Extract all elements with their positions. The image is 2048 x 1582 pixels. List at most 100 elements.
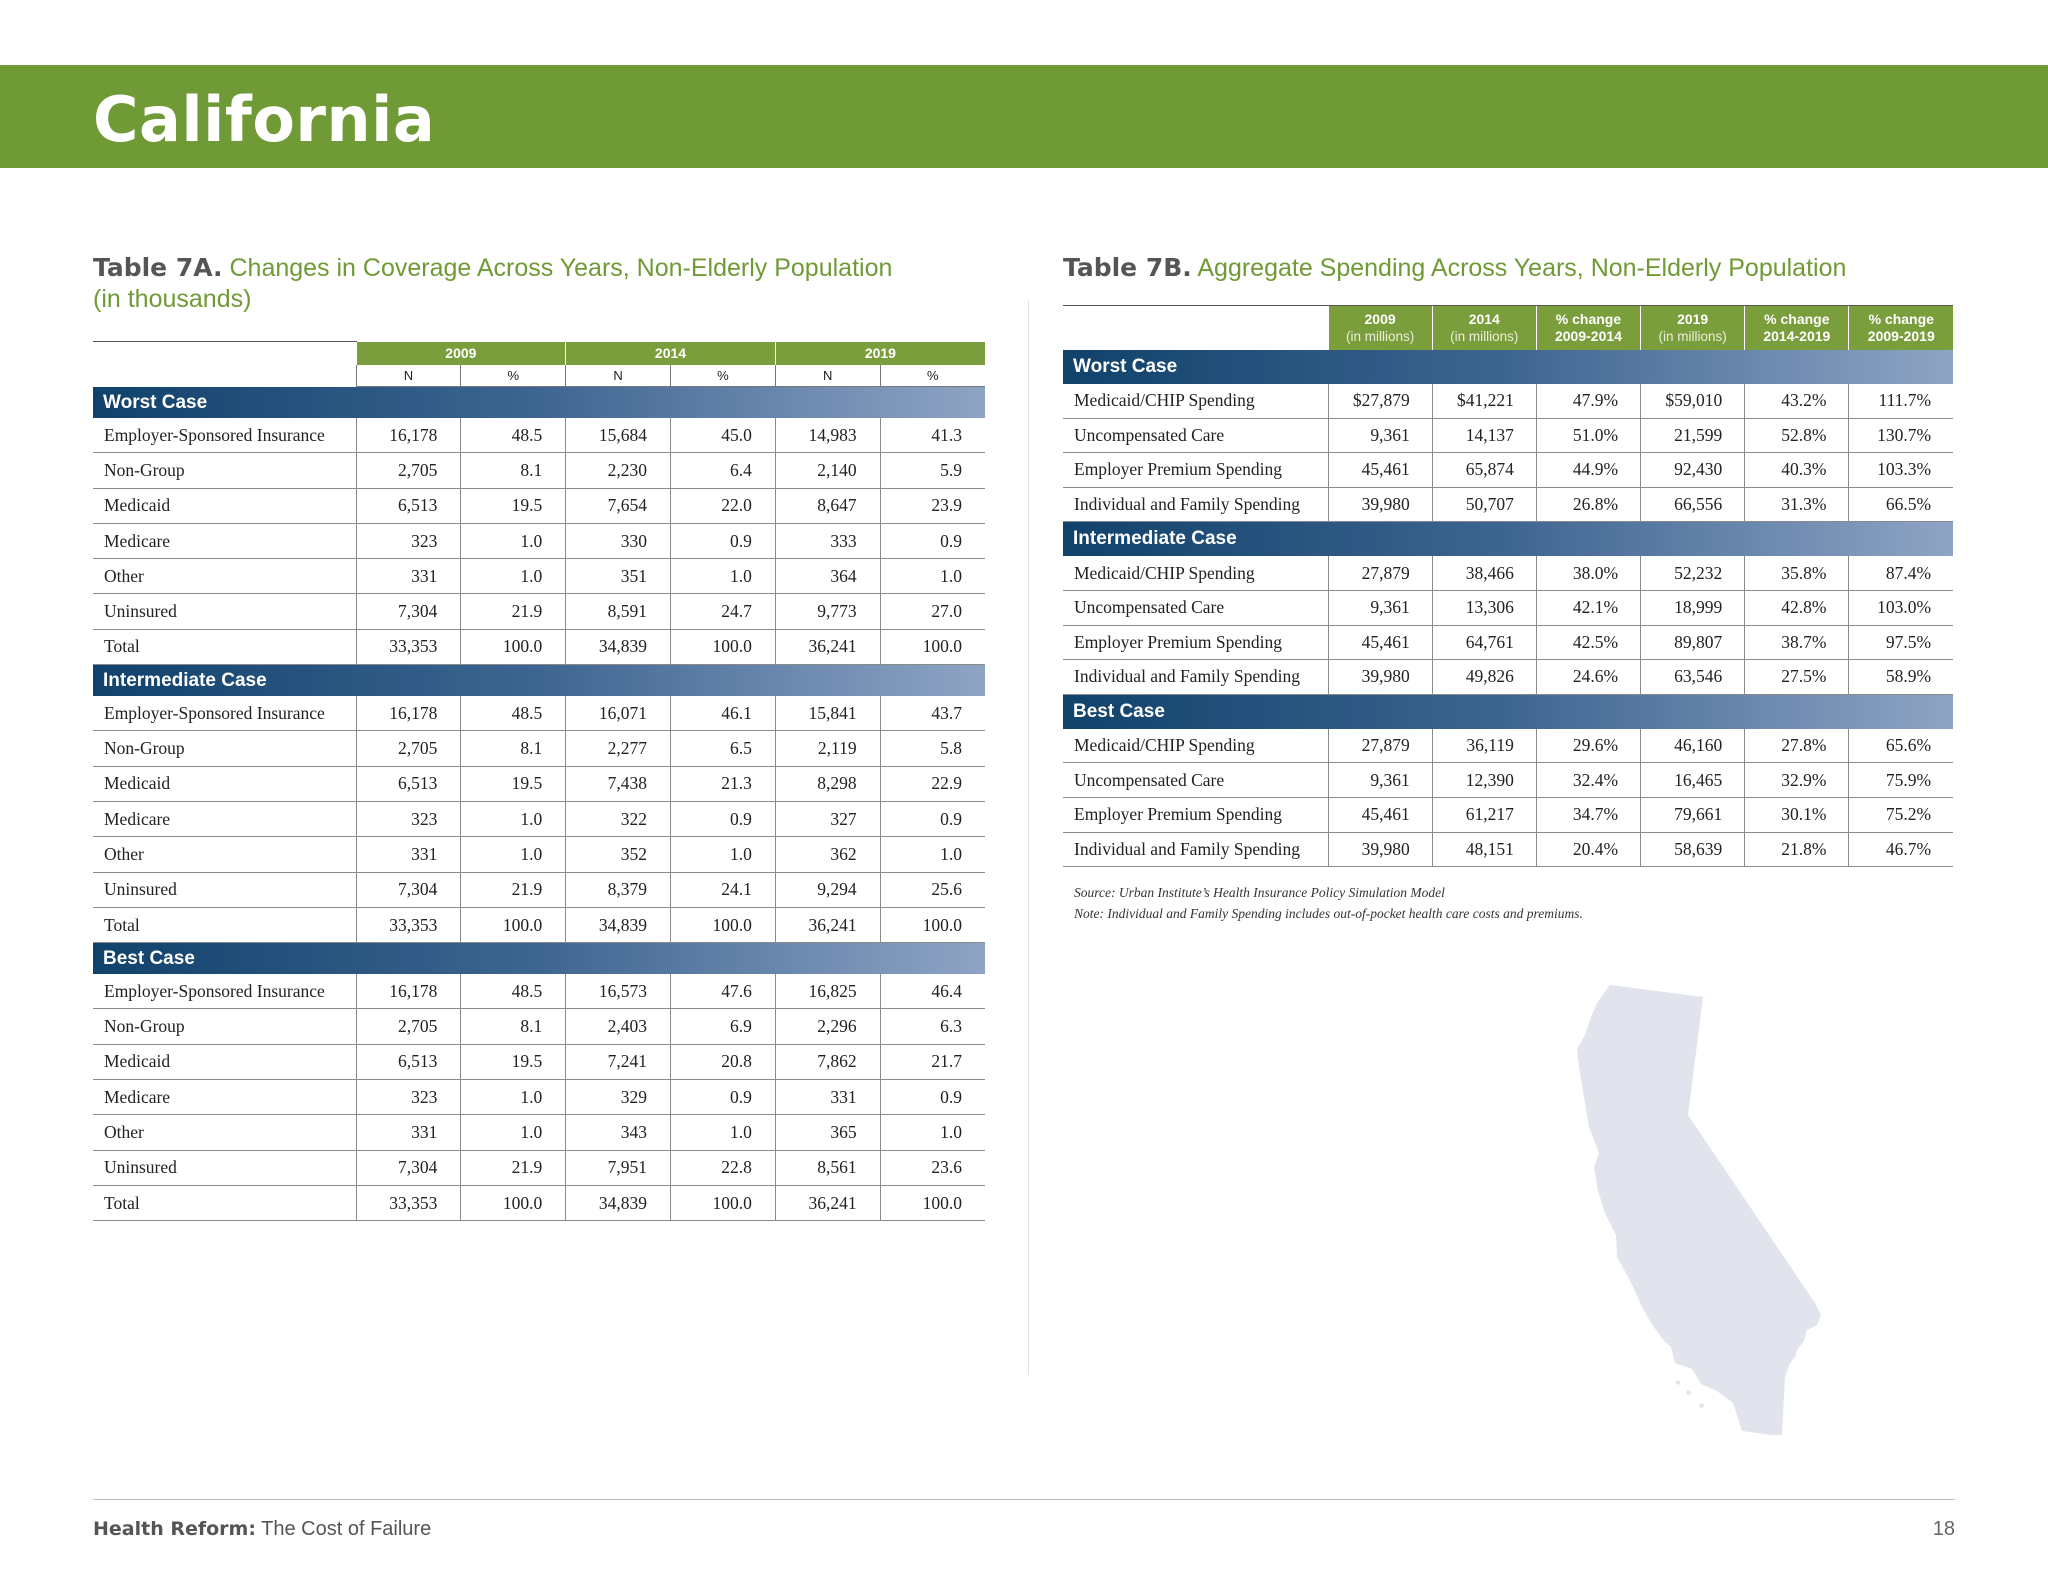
table-cell: 21.3	[670, 766, 776, 802]
table-cell: 92,430	[1640, 452, 1745, 488]
table-cell: 42.5%	[1535, 625, 1641, 661]
table-cell: 97.5%	[1848, 625, 1954, 661]
table-cell: 52,232	[1640, 556, 1745, 591]
table-cell: 38.0%	[1535, 556, 1641, 591]
table-cell: 79,661	[1640, 797, 1745, 833]
table-cell: 8,591	[565, 593, 671, 630]
table-row: Individual and Family Spending 39,980 50,7…	[1063, 487, 1954, 523]
table-7b-title: Table 7B. Aggregate Spending Across Year…	[1063, 252, 1963, 284]
table-cell: 46.1	[670, 696, 776, 732]
footer-publication: Health Reform: The Cost of Failure	[93, 1518, 431, 1541]
table-cell: 48,151	[1431, 832, 1537, 868]
table-cell: 0.9	[670, 523, 776, 560]
row-label: Other	[93, 558, 357, 595]
table-row: Non-Group 2,705 8.1 2,403 6.9 2,296 6.3	[93, 1008, 985, 1045]
table-cell: 22.9	[879, 766, 985, 802]
table-cell: 52.8%	[1744, 418, 1849, 454]
table-row: Other 331 1.0 352 1.0 362 1.0	[93, 836, 985, 873]
row-label: Employer-Sponsored Insurance	[93, 974, 357, 1010]
table-cell: 1.0	[879, 836, 985, 873]
table-cell: 16,178	[355, 418, 461, 454]
table-row: Total 33,353 100.0 34,839 100.0 36,241 100.0	[93, 1185, 985, 1222]
table-cell: 63,546	[1640, 659, 1745, 695]
footnote: Note: Individual and Family Spending inc…	[1074, 906, 1583, 921]
table-cell: 6,513	[355, 766, 461, 802]
section-header: Intermediate Case	[1063, 521, 1954, 557]
table-row: Non-Group 2,705 8.1 2,230 6.4 2,140 5.9	[93, 452, 985, 489]
subheader-pct: %	[460, 365, 566, 387]
table-cell: 34.7%	[1535, 797, 1641, 833]
column-header-line2: 2014-2019	[1763, 328, 1831, 344]
table-cell: 46,160	[1640, 728, 1745, 764]
table-cell: 0.9	[670, 1079, 776, 1116]
row-label: Non-Group	[93, 730, 357, 767]
table-cell: 39,980	[1327, 487, 1433, 523]
table-7a-label: Table 7A.	[93, 253, 223, 282]
table-cell: 16,071	[565, 696, 671, 732]
section-header-row: Best Case	[1063, 694, 1954, 729]
table-cell: 27.5%	[1744, 659, 1849, 695]
table-cell: 19.5	[460, 766, 566, 802]
table-cell: 45,461	[1327, 452, 1433, 488]
table-cell: 32.9%	[1744, 762, 1849, 798]
footer-title-text: The Cost of Failure	[255, 1518, 432, 1540]
column-header-line1: 2009	[1364, 311, 1396, 327]
table-cell: 0.9	[670, 801, 776, 838]
table-row: Employer Premium Spending 45,461 61,217 34.…	[1063, 797, 1954, 833]
section-header-row: Intermediate Case	[93, 664, 985, 697]
table-cell: 6,513	[355, 1044, 461, 1081]
table-cell: 31.3%	[1744, 487, 1849, 523]
table-cell: 75.2%	[1848, 797, 1954, 833]
table-cell: 27.8%	[1744, 728, 1849, 764]
subheader-n: N	[355, 365, 461, 387]
table-cell: 42.8%	[1744, 590, 1849, 626]
table-cell: 8.1	[460, 1008, 566, 1045]
table-row: Medicare 323 1.0 322 0.9 327 0.9	[93, 801, 985, 838]
table-row: Medicare 323 1.0 329 0.9 331 0.9	[93, 1079, 985, 1116]
section-header-row: Worst Case	[93, 386, 985, 418]
table-cell: 327	[774, 801, 881, 838]
table-cell: 46.4	[879, 974, 985, 1010]
table-cell: 43.2%	[1744, 384, 1849, 419]
table-row: Other 331 1.0 351 1.0 364 1.0	[93, 558, 985, 595]
table-cell: 6.4	[670, 452, 776, 489]
row-label: Other	[93, 836, 357, 873]
row-label: Non-Group	[93, 1008, 357, 1045]
table-cell: 1.0	[879, 558, 985, 595]
table-cell: 19.5	[460, 1044, 566, 1081]
table-cell: 58.9%	[1848, 659, 1954, 695]
table-cell: 365	[774, 1114, 881, 1151]
subheader-pct: %	[670, 365, 776, 387]
column-header: 2019 (in millions)	[1640, 305, 1745, 350]
row-label: Uninsured	[93, 872, 357, 908]
table-cell: 9,294	[774, 872, 881, 908]
table-cell: 7,304	[355, 872, 461, 908]
table-cell: 330	[565, 523, 671, 560]
table-cell: 331	[355, 558, 461, 595]
table-cell: 1.0	[670, 836, 776, 873]
table-cell: 65,874	[1431, 452, 1537, 488]
table-cell: 50,707	[1431, 487, 1537, 523]
section-header: Best Case	[93, 942, 985, 975]
table-cell: 33,353	[355, 629, 461, 666]
table-cell: 1.0	[670, 558, 776, 595]
table-7b-title-text: Aggregate Spending Across Years, Non-Eld…	[1197, 254, 1847, 282]
table-cell: 343	[565, 1114, 671, 1151]
row-label: Medicaid/CHIP Spending	[1063, 728, 1328, 764]
section-header-row: Worst Case	[1063, 350, 1954, 384]
table-cell: 103.0%	[1848, 590, 1954, 626]
column-header-line1: % change	[1555, 311, 1622, 327]
table-cell: 100.0	[670, 629, 776, 666]
table-row: Total 33,353 100.0 34,839 100.0 36,241 100.0	[93, 907, 985, 944]
table-cell: 1.0	[879, 1114, 985, 1151]
row-label: Uninsured	[93, 1150, 357, 1186]
source-note: Source: Urban Institute’s Health Insuran…	[1074, 885, 1445, 900]
table-cell: 1.0	[460, 558, 566, 595]
table-row: Medicaid 6,513 19.5 7,654 22.0 8,647 23.9	[93, 488, 985, 524]
table-cell: 100.0	[670, 1185, 776, 1222]
table-cell: 7,304	[355, 593, 461, 630]
row-label: Employer-Sponsored Insurance	[93, 418, 357, 454]
table-cell: 21.9	[460, 593, 566, 630]
row-label: Total	[93, 629, 357, 666]
table-cell: 34,839	[565, 629, 671, 666]
